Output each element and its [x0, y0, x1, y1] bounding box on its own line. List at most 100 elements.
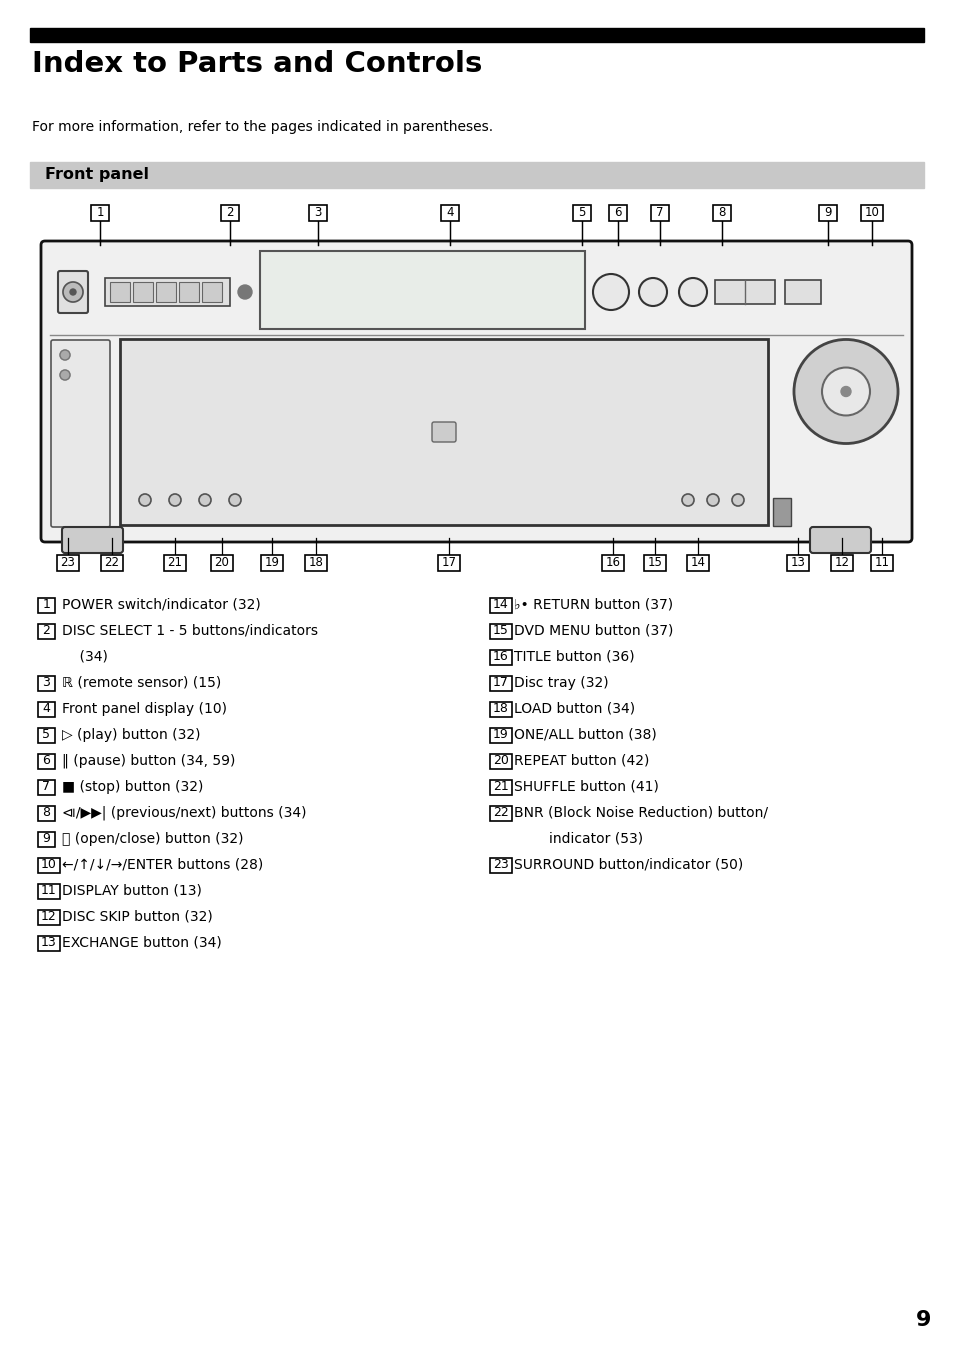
Text: Index to Parts and Controls: Index to Parts and Controls — [32, 50, 482, 78]
Text: DISPLAY button (13): DISPLAY button (13) — [62, 884, 202, 898]
Bar — [101, 556, 123, 571]
Bar — [714, 280, 774, 304]
Bar — [110, 283, 130, 301]
Text: 2: 2 — [43, 625, 51, 638]
Circle shape — [229, 493, 241, 506]
Circle shape — [639, 279, 666, 306]
Text: TITLE button (36): TITLE button (36) — [514, 650, 634, 664]
Bar — [490, 598, 512, 612]
Bar — [830, 556, 852, 571]
Circle shape — [793, 339, 897, 443]
Text: 7: 7 — [43, 780, 51, 794]
Bar — [260, 251, 584, 329]
Text: 8: 8 — [43, 807, 51, 819]
Text: 17: 17 — [493, 676, 508, 690]
FancyBboxPatch shape — [62, 527, 123, 553]
Bar — [38, 831, 55, 846]
Bar — [164, 556, 186, 571]
Text: LOAD button (34): LOAD button (34) — [514, 702, 635, 717]
Circle shape — [70, 289, 76, 295]
Text: ♭• RETURN button (37): ♭• RETURN button (37) — [514, 598, 673, 612]
Text: 5: 5 — [578, 207, 585, 219]
Bar — [490, 702, 512, 717]
Text: ▷ (play) button (32): ▷ (play) button (32) — [62, 727, 200, 742]
Text: 12: 12 — [834, 557, 848, 569]
Bar — [490, 649, 512, 664]
Text: 21: 21 — [493, 780, 508, 794]
Bar — [573, 206, 590, 220]
Text: 10: 10 — [41, 859, 57, 872]
FancyBboxPatch shape — [51, 339, 110, 527]
Bar — [784, 280, 821, 304]
Bar — [490, 806, 512, 821]
Text: 3: 3 — [43, 676, 51, 690]
Text: 13: 13 — [41, 937, 57, 949]
Text: 4: 4 — [446, 207, 454, 219]
Text: 8: 8 — [718, 207, 725, 219]
Text: EXCHANGE button (34): EXCHANGE button (34) — [62, 936, 221, 950]
Text: 6: 6 — [43, 754, 51, 768]
Text: 13: 13 — [790, 557, 804, 569]
Text: 16: 16 — [605, 557, 619, 569]
Bar — [105, 279, 230, 306]
Text: 15: 15 — [647, 557, 661, 569]
Text: 1: 1 — [96, 207, 104, 219]
Bar — [440, 206, 458, 220]
Bar — [221, 206, 239, 220]
Bar — [490, 857, 512, 872]
Bar — [786, 556, 808, 571]
Circle shape — [706, 493, 719, 506]
Text: 19: 19 — [264, 557, 279, 569]
Circle shape — [199, 493, 211, 506]
Bar — [490, 753, 512, 768]
Text: 1: 1 — [43, 599, 51, 611]
Text: 21: 21 — [168, 557, 182, 569]
Bar — [179, 283, 199, 301]
Text: ⦾ (open/close) button (32): ⦾ (open/close) button (32) — [62, 831, 243, 846]
Bar — [120, 339, 767, 525]
Circle shape — [60, 370, 70, 380]
Text: DISC SKIP button (32): DISC SKIP button (32) — [62, 910, 213, 923]
Bar — [38, 676, 55, 691]
Text: 4: 4 — [43, 703, 51, 715]
Circle shape — [139, 493, 151, 506]
FancyBboxPatch shape — [58, 270, 88, 314]
Bar — [156, 283, 175, 301]
Text: 16: 16 — [493, 650, 508, 664]
Text: BNR (Block Noise Reduction) button/: BNR (Block Noise Reduction) button/ — [514, 806, 767, 821]
Bar — [38, 623, 55, 638]
Text: indicator (53): indicator (53) — [514, 831, 642, 846]
Bar — [38, 883, 60, 899]
Text: ℝ (remote sensor) (15): ℝ (remote sensor) (15) — [62, 676, 221, 690]
FancyBboxPatch shape — [41, 241, 911, 542]
Bar — [38, 910, 60, 925]
Circle shape — [593, 274, 628, 310]
Bar — [309, 206, 327, 220]
Text: For more information, refer to the pages indicated in parentheses.: For more information, refer to the pages… — [32, 120, 493, 134]
Bar — [818, 206, 836, 220]
Text: 10: 10 — [863, 207, 879, 219]
Bar — [132, 283, 152, 301]
Circle shape — [679, 279, 706, 306]
Text: 9: 9 — [823, 207, 831, 219]
Text: ONE/ALL button (38): ONE/ALL button (38) — [514, 727, 656, 742]
Circle shape — [681, 493, 693, 506]
Bar — [91, 206, 109, 220]
Text: 11: 11 — [41, 884, 57, 898]
Bar — [686, 556, 708, 571]
Circle shape — [63, 283, 83, 301]
Text: 22: 22 — [493, 807, 508, 819]
Text: DVD MENU button (37): DVD MENU button (37) — [514, 625, 673, 638]
Bar — [38, 780, 55, 795]
Text: SHUFFLE button (41): SHUFFLE button (41) — [514, 780, 659, 794]
Circle shape — [60, 350, 70, 360]
Text: 15: 15 — [493, 625, 508, 638]
Bar — [490, 676, 512, 691]
Bar — [437, 556, 459, 571]
Bar — [643, 556, 665, 571]
Circle shape — [841, 387, 850, 396]
Bar — [38, 598, 55, 612]
Bar — [712, 206, 730, 220]
Text: 14: 14 — [493, 599, 508, 611]
Text: 18: 18 — [493, 703, 508, 715]
